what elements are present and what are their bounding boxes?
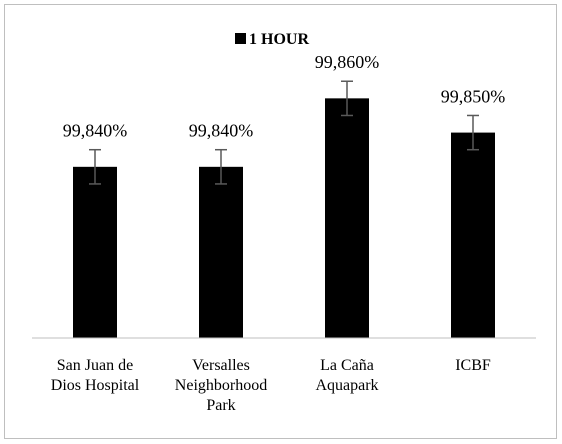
legend-swatch (235, 33, 246, 44)
x-tick-label-3-line-1: La Caña (320, 357, 374, 374)
x-tick-label-4-line-1: ICBF (455, 357, 491, 374)
x-tick-label-1-line-2: Dios Hospital (51, 377, 140, 394)
legend-label: 1 HOUR (249, 31, 309, 48)
data-label-4: 99,850% (441, 86, 506, 106)
bar-2 (199, 166, 243, 338)
x-tick-label-3-line-2: Aquapark (315, 377, 378, 394)
x-tick-label-2-line-3: Park (206, 397, 235, 414)
x-tick-label-1-line-1: San Juan de (57, 357, 133, 374)
data-label-1: 99,840% (63, 121, 128, 141)
data-label-3: 99,860% (315, 52, 380, 72)
bar-3 (325, 98, 369, 339)
legend: 1 HOUR (235, 31, 309, 48)
x-tick-label-2-line-1: Versalles (192, 357, 250, 374)
data-label-2: 99,840% (189, 121, 254, 141)
bar-4 (451, 132, 495, 338)
bar-1 (73, 166, 117, 338)
x-tick-label-2-line-2: Neighborhood (175, 377, 267, 394)
